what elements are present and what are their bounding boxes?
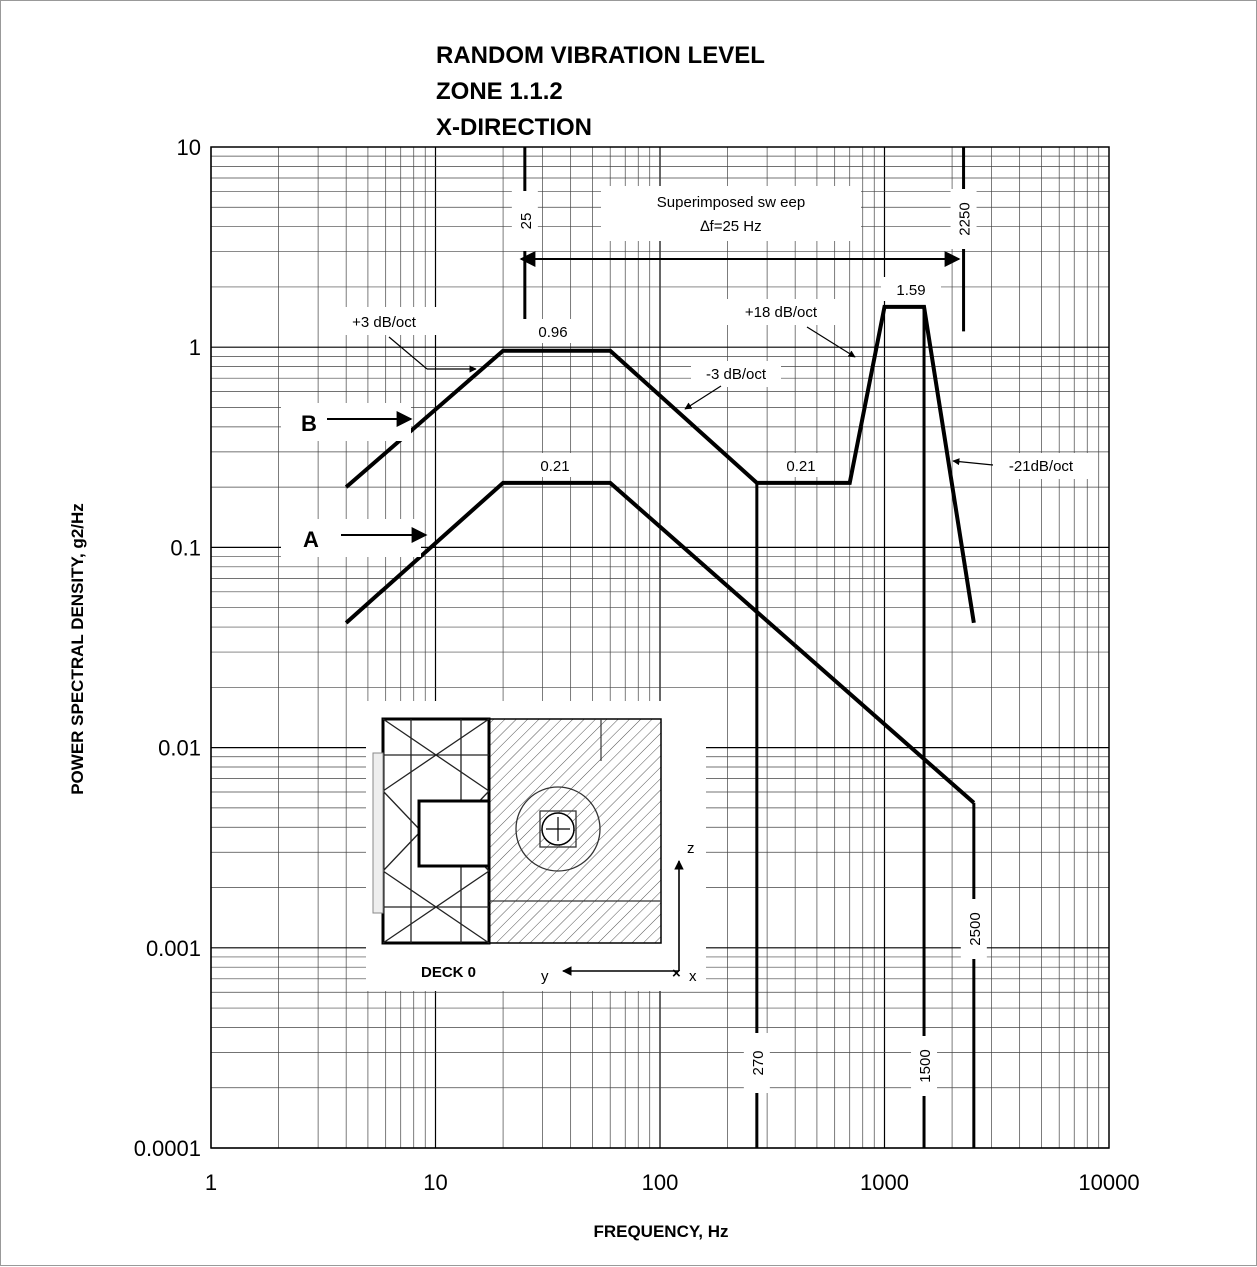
y-tick-label: 0.01 <box>158 736 201 761</box>
plus18-arrow <box>806 326 856 358</box>
minus21-box <box>993 453 1089 479</box>
x-tick-label: 10000 <box>1078 1170 1139 1195</box>
sweep-label-line-2: ∆f=25 Hz <box>700 218 761 235</box>
label-a-box <box>281 519 421 557</box>
x-tick-labels: 1 10 100 1000 10000 <box>205 1170 1140 1195</box>
x-tick-label: 1 <box>205 1170 217 1195</box>
inset-outer-ring <box>515 786 601 872</box>
minus21-label: -21dB/oct <box>1009 458 1074 475</box>
val-021b-box <box>773 453 829 477</box>
sweep-label-line-1: Superimposed sw eep <box>657 194 805 211</box>
inset-y-label: y <box>541 968 549 985</box>
marker-label-box-2250 <box>950 189 977 249</box>
frequency-markers: 25 2250 270 1500 2500 <box>511 147 987 1148</box>
inset-x-label: x <box>689 968 697 985</box>
val-096-box <box>523 319 583 343</box>
y-tick-labels: 0.0001 0.001 0.01 0.1 1 10 <box>134 135 201 1161</box>
x-tick-label: 1000 <box>860 1170 909 1195</box>
minus3-box <box>691 361 781 387</box>
plus3-leader <box>388 336 428 370</box>
inset-x-marker: × <box>672 965 681 982</box>
y-tick-label: 0.1 <box>170 535 201 560</box>
inset-caption: DECK 0 <box>421 964 476 981</box>
x-tick-label: 10 <box>423 1170 447 1195</box>
sweep-label-box <box>601 186 861 241</box>
plot-border <box>210 146 1110 1149</box>
y-tick-label: 10 <box>177 135 201 160</box>
minus3-arrow <box>684 385 722 410</box>
inset-z-label: z <box>687 840 695 857</box>
deck-0-inset: DECK 0 z y × x <box>366 701 706 991</box>
y-tick-label: 1 <box>189 335 201 360</box>
marker-label-box-25 <box>511 191 538 251</box>
value-label-021-b: 0.21 <box>786 458 815 475</box>
chart-title-line-1: RANDOM VIBRATION LEVEL <box>436 42 765 69</box>
minus3-label: -3 dB/oct <box>706 366 767 383</box>
val-159-box <box>881 277 941 301</box>
marker-label-1500: 1500 <box>917 1049 934 1082</box>
marker-label-270: 270 <box>750 1050 767 1075</box>
inset-side-panel <box>372 752 384 914</box>
value-label-021-a: 0.21 <box>540 458 569 475</box>
series-lines <box>344 304 976 805</box>
label-b-box <box>281 403 411 441</box>
chart-title-line-3: X-DIRECTION <box>436 114 592 141</box>
series-line-A <box>344 480 976 805</box>
marker-label-box-2500 <box>960 899 987 959</box>
inset-hatched-deck <box>488 718 662 944</box>
series-label-a: A <box>303 527 319 552</box>
plus3-label: +3 dB/oct <box>352 314 417 331</box>
chart-title-line-2: ZONE 1.1.2 <box>436 78 563 105</box>
value-label-159: 1.59 <box>896 282 925 299</box>
marker-label-2500: 2500 <box>967 912 984 945</box>
y-tick-label: 0.0001 <box>134 1136 201 1161</box>
marker-label-25: 25 <box>518 213 535 230</box>
x-axis-label: FREQUENCY, Hz <box>593 1222 728 1241</box>
y-tick-label: 0.001 <box>146 936 201 961</box>
x-tick-label: 100 <box>642 1170 679 1195</box>
series-label-b: B <box>301 411 317 436</box>
inset-center-box <box>417 799 491 868</box>
marker-label-box-1500 <box>911 1036 938 1096</box>
y-axis-label: POWER SPECTRAL DENSITY, g2/Hz <box>68 503 87 795</box>
marker-label-2250: 2250 <box>957 202 974 235</box>
minus21-arrow <box>952 458 994 466</box>
inset-hub-square <box>539 810 577 848</box>
marker-label-box-270 <box>743 1033 770 1093</box>
plus3-box <box>323 307 445 335</box>
plus18-box <box>725 299 837 325</box>
plus18-label: +18 dB/oct <box>745 304 818 321</box>
value-label-096: 0.96 <box>538 324 567 341</box>
val-021a-box <box>527 453 583 477</box>
series-line-B <box>344 304 976 624</box>
